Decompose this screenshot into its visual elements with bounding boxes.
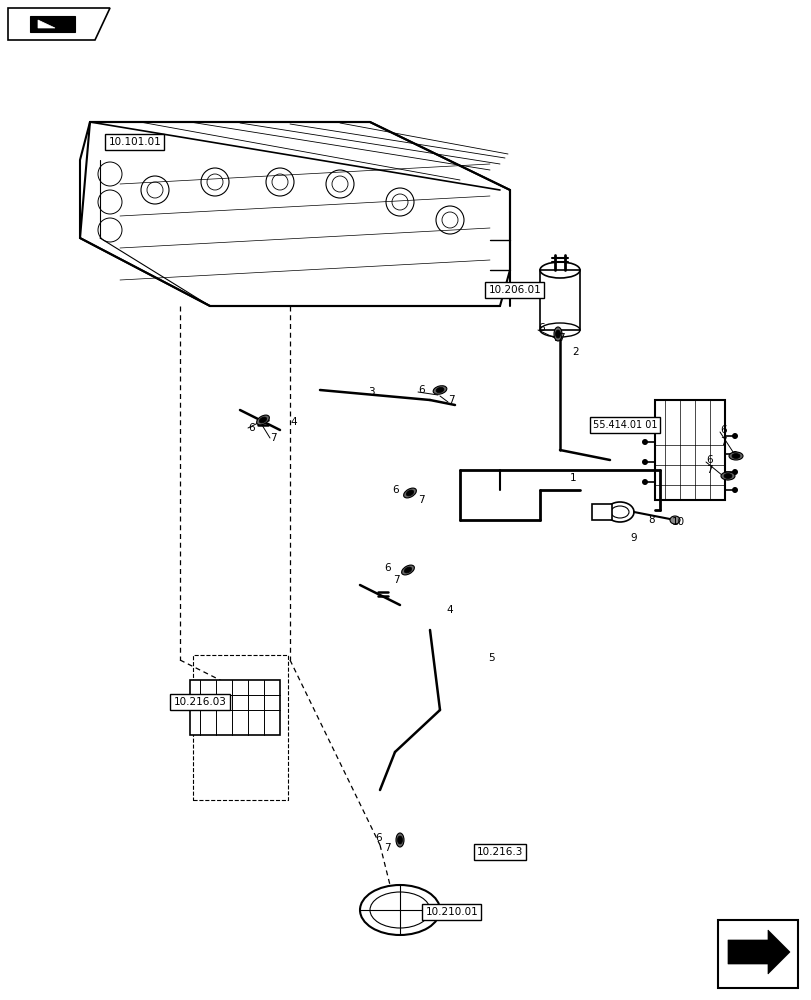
- Text: 9: 9: [629, 533, 636, 543]
- Text: 6: 6: [719, 425, 726, 435]
- Text: 7: 7: [384, 843, 390, 853]
- Ellipse shape: [396, 833, 404, 847]
- Circle shape: [731, 451, 737, 457]
- Text: 55.414.01 01: 55.414.01 01: [592, 420, 656, 430]
- Text: 6: 6: [418, 385, 424, 395]
- Text: 7: 7: [448, 395, 454, 405]
- Text: 2: 2: [571, 347, 578, 357]
- Text: 7: 7: [705, 465, 712, 475]
- Polygon shape: [30, 16, 75, 32]
- Polygon shape: [8, 8, 109, 40]
- Text: 6: 6: [375, 833, 381, 843]
- Text: 3: 3: [367, 387, 374, 397]
- Text: 7: 7: [557, 333, 564, 343]
- Text: 6: 6: [538, 323, 544, 333]
- Ellipse shape: [723, 474, 731, 479]
- Ellipse shape: [403, 488, 416, 498]
- Bar: [193, 655, 288, 800]
- Text: 4: 4: [445, 605, 452, 615]
- Text: 7: 7: [418, 495, 424, 505]
- Text: 10.210.01: 10.210.01: [425, 907, 478, 917]
- Ellipse shape: [728, 452, 742, 460]
- Circle shape: [642, 439, 647, 445]
- Ellipse shape: [256, 415, 269, 425]
- Polygon shape: [38, 20, 55, 28]
- Ellipse shape: [555, 330, 560, 338]
- Bar: [717, 920, 797, 988]
- Text: 10.216.03: 10.216.03: [174, 697, 226, 707]
- Text: 7: 7: [719, 437, 726, 447]
- Text: 10.101.01: 10.101.01: [109, 137, 161, 147]
- Text: 7: 7: [393, 575, 399, 585]
- Ellipse shape: [731, 454, 739, 458]
- Ellipse shape: [436, 387, 444, 393]
- Text: 8: 8: [647, 515, 654, 525]
- Text: 7: 7: [270, 433, 277, 443]
- Bar: [591, 504, 611, 520]
- Ellipse shape: [553, 327, 561, 341]
- Circle shape: [642, 459, 647, 465]
- Ellipse shape: [404, 567, 411, 573]
- Text: 6: 6: [705, 455, 712, 465]
- Bar: [654, 400, 724, 500]
- Circle shape: [731, 469, 737, 475]
- Text: 10.216.3: 10.216.3: [476, 847, 522, 857]
- Ellipse shape: [406, 490, 413, 496]
- Ellipse shape: [669, 516, 679, 524]
- Text: 5: 5: [487, 653, 494, 663]
- Bar: [190, 680, 280, 735]
- Text: 4: 4: [290, 417, 296, 427]
- Ellipse shape: [432, 386, 446, 394]
- Circle shape: [642, 479, 647, 485]
- Circle shape: [731, 433, 737, 439]
- Polygon shape: [727, 930, 789, 974]
- Ellipse shape: [397, 836, 402, 844]
- Bar: [539, 270, 579, 330]
- Text: 6: 6: [247, 423, 255, 433]
- Ellipse shape: [259, 417, 266, 423]
- Text: 1: 1: [569, 473, 576, 483]
- Text: 10.206.01: 10.206.01: [488, 285, 541, 295]
- Text: 10: 10: [672, 517, 684, 527]
- Text: 6: 6: [384, 563, 390, 573]
- Ellipse shape: [401, 565, 414, 575]
- Circle shape: [731, 487, 737, 493]
- Text: 6: 6: [392, 485, 398, 495]
- Ellipse shape: [720, 472, 734, 480]
